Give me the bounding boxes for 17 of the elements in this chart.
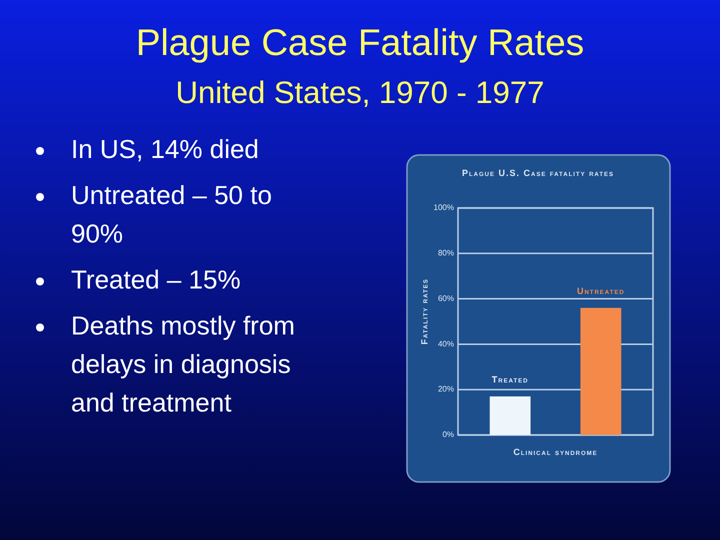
y-tick-label: 20% bbox=[438, 384, 454, 394]
chart-title: Plague Case Fatality Rates bbox=[136, 22, 584, 63]
text: Plague U.S. Case fatality rates bbox=[462, 168, 614, 178]
y-tick-label: 40% bbox=[438, 339, 454, 348]
text: Treated – 15% bbox=[71, 264, 241, 294]
x-axis-title: Clinical syndrome bbox=[513, 447, 598, 457]
y-tick-label: 0% bbox=[442, 430, 454, 440]
chart-subtitle: United States, 1970 - 1977 bbox=[176, 75, 544, 110]
text: Deaths mostly from delays in diagnosis and treatment bbox=[71, 310, 295, 418]
y-tick-label: 60% bbox=[438, 294, 454, 303]
y-tick-label: 100% bbox=[434, 203, 454, 212]
x-tick-label: Untreated bbox=[576, 286, 625, 296]
text: In US, 14% died bbox=[71, 134, 259, 164]
text: Untreated – 50 to 90% bbox=[71, 180, 272, 248]
y-axis-title: Fatality rates bbox=[419, 278, 430, 345]
x-tick-label: Treated bbox=[492, 374, 529, 384]
y-tick-label: 80% bbox=[438, 248, 454, 258]
